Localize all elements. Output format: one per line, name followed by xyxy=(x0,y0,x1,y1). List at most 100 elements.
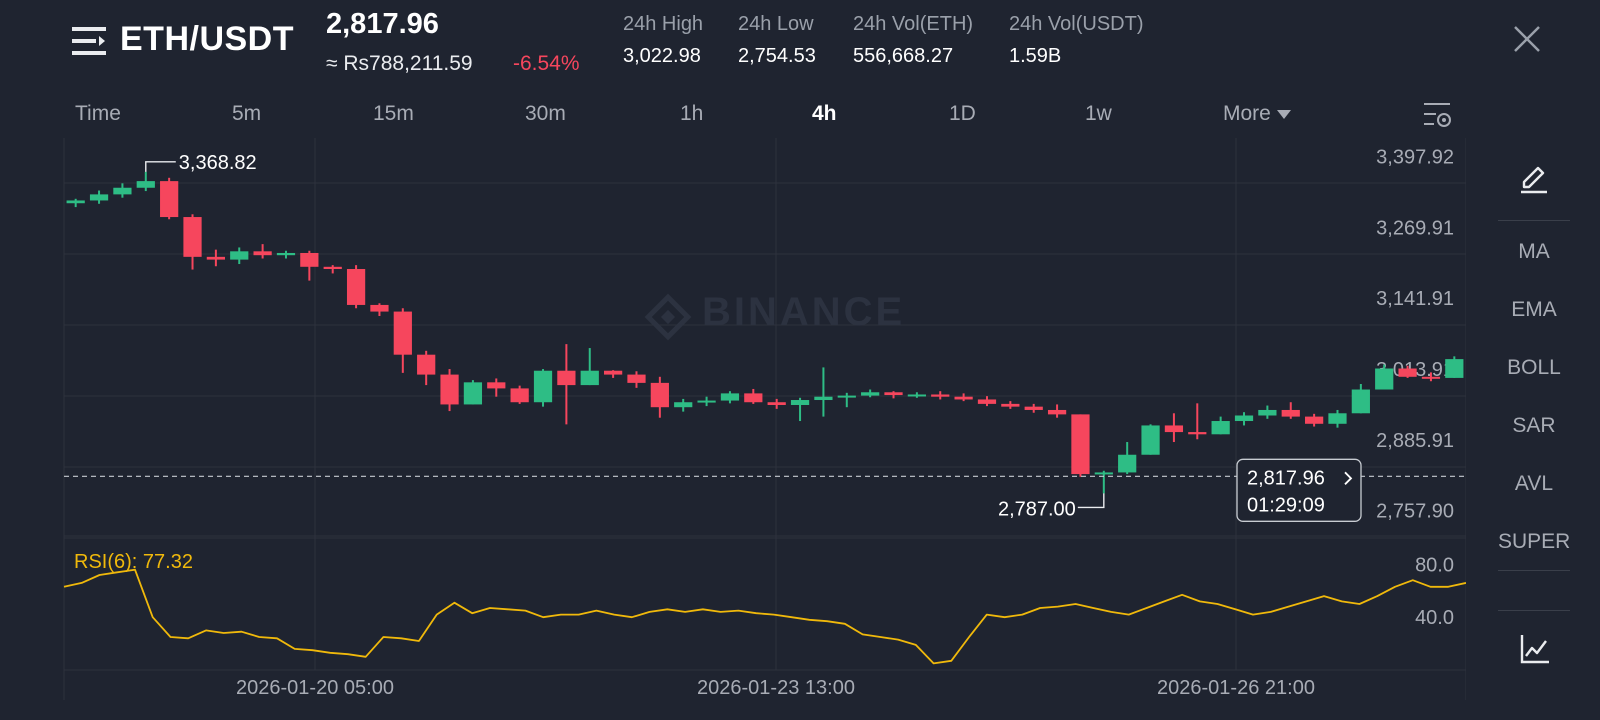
candle xyxy=(346,269,366,305)
candle xyxy=(1445,359,1464,378)
candle xyxy=(1258,409,1277,416)
candle xyxy=(393,311,412,355)
tab-time[interactable]: Time xyxy=(75,102,121,125)
candle xyxy=(1281,409,1300,417)
candle xyxy=(487,382,506,389)
candle xyxy=(884,392,903,396)
candle xyxy=(533,370,553,403)
rsi-label: RSI(6): 77.32 xyxy=(74,551,193,573)
stat-label-vol-usdt: 24h Vol(USDT) xyxy=(1009,13,1144,35)
candle xyxy=(510,388,529,403)
price-markers: 3,368.82 2,787.00 2,817.96 01:29:09 xyxy=(64,152,1466,522)
candle xyxy=(720,393,740,401)
rsi-line xyxy=(63,568,1466,665)
tab-1h[interactable]: 1h xyxy=(680,102,704,125)
candle xyxy=(253,251,272,256)
tab-5m[interactable]: 5m xyxy=(232,102,262,125)
last-price: 2,817.96 xyxy=(326,8,439,40)
menu-icon[interactable] xyxy=(72,24,106,58)
tool-divider xyxy=(1498,610,1570,611)
price-chart[interactable]: BINANCE 3,397.923,269.913,141.913,013.91… xyxy=(0,138,1466,700)
candle xyxy=(580,370,599,386)
candle xyxy=(1118,454,1137,473)
tab-1d[interactable]: 1D xyxy=(949,102,976,125)
draw-pencil-icon[interactable] xyxy=(1518,163,1550,195)
candle xyxy=(1094,472,1113,475)
tab-15m[interactable]: 15m xyxy=(373,102,414,125)
candle xyxy=(954,396,973,400)
indicator-chart-icon[interactable] xyxy=(1519,633,1551,665)
candle xyxy=(323,266,342,270)
tool-super[interactable]: SUPER xyxy=(1498,530,1571,553)
candles xyxy=(66,171,1464,494)
high-marker-line xyxy=(145,161,176,172)
candle xyxy=(160,181,179,218)
price-tick-label: 2,885.91 xyxy=(1376,430,1454,452)
candle xyxy=(113,187,132,195)
chart-grid xyxy=(63,138,1466,700)
tool-divider xyxy=(1498,570,1570,571)
candle xyxy=(650,382,669,408)
binance-watermark: BINANCE xyxy=(644,290,905,341)
stat-label-high: 24h High xyxy=(623,13,704,35)
tab-30m[interactable]: 30m xyxy=(525,102,566,125)
candle xyxy=(1375,368,1394,390)
candle xyxy=(206,256,225,260)
candle xyxy=(1421,376,1441,379)
tool-avl[interactable]: AVL xyxy=(1514,472,1554,495)
candle xyxy=(89,194,109,201)
candle xyxy=(230,251,249,260)
candle xyxy=(370,304,389,312)
candle xyxy=(1047,409,1067,415)
stat-label-low: 24h Low xyxy=(738,13,814,35)
time-tick-label: 2026-01-23 13:00 xyxy=(697,677,855,699)
rsi-panel: RSI(6): 77.32 80.0 40.0 xyxy=(63,551,1466,665)
close-icon[interactable] xyxy=(1512,24,1542,54)
stat-value-low: 2,754.53 xyxy=(738,45,816,67)
pair-title[interactable]: ETH/USDT xyxy=(120,20,294,58)
tool-boll[interactable]: BOLL xyxy=(1507,356,1561,379)
last-price-badge-value: 2,817.96 xyxy=(1247,467,1325,489)
rsi-tick-label: 80.0 xyxy=(1415,554,1454,576)
price-change: -6.54% xyxy=(513,52,580,75)
watermark-text: BINANCE xyxy=(702,290,905,334)
candle xyxy=(1164,425,1184,433)
candle xyxy=(136,181,155,188)
chart-settings-icon[interactable] xyxy=(1422,100,1452,130)
tool-ma[interactable]: MA xyxy=(1518,240,1550,263)
low-marker-line xyxy=(1077,493,1105,509)
tool-ema[interactable]: EMA xyxy=(1511,298,1557,321)
candle xyxy=(931,394,950,397)
candle xyxy=(1071,414,1090,475)
tab-more[interactable]: More xyxy=(1223,102,1291,126)
candle xyxy=(744,393,763,403)
price-tick-label: 3,141.91 xyxy=(1376,288,1454,310)
low-marker-label: 2,787.00 xyxy=(998,498,1076,520)
candle xyxy=(1211,421,1230,435)
candle xyxy=(674,402,693,408)
stat-value-vol-usdt: 1.59B xyxy=(1009,45,1062,67)
tab-4h[interactable]: 4h xyxy=(812,102,837,125)
candle xyxy=(183,217,202,257)
candle xyxy=(837,395,856,398)
stat-label-vol-eth: 24h Vol(ETH) xyxy=(853,13,974,35)
candle xyxy=(1141,425,1160,455)
candle xyxy=(66,200,85,204)
candle xyxy=(977,399,997,404)
tab-1w[interactable]: 1w xyxy=(1085,102,1112,125)
countdown-label: 01:29:09 xyxy=(1247,494,1325,516)
price-axis: 3,397.923,269.913,141.913,013.912,885.91… xyxy=(1376,147,1454,523)
candle xyxy=(1351,389,1370,414)
time-tick-label: 2026-01-26 21:00 xyxy=(1157,677,1315,699)
candle xyxy=(814,396,833,401)
candle xyxy=(1398,368,1417,377)
local-price: ≈ Rs788,211.59 xyxy=(326,52,473,75)
candle xyxy=(557,370,576,386)
stat-value-vol-eth: 556,668.27 xyxy=(853,45,954,67)
tool-sar[interactable]: SAR xyxy=(1512,414,1556,437)
candle xyxy=(463,382,483,405)
candle xyxy=(300,252,319,267)
rsi-tick-label: 40.0 xyxy=(1415,607,1454,629)
candle xyxy=(907,394,926,397)
price-tick-label: 2,757.90 xyxy=(1376,501,1454,523)
